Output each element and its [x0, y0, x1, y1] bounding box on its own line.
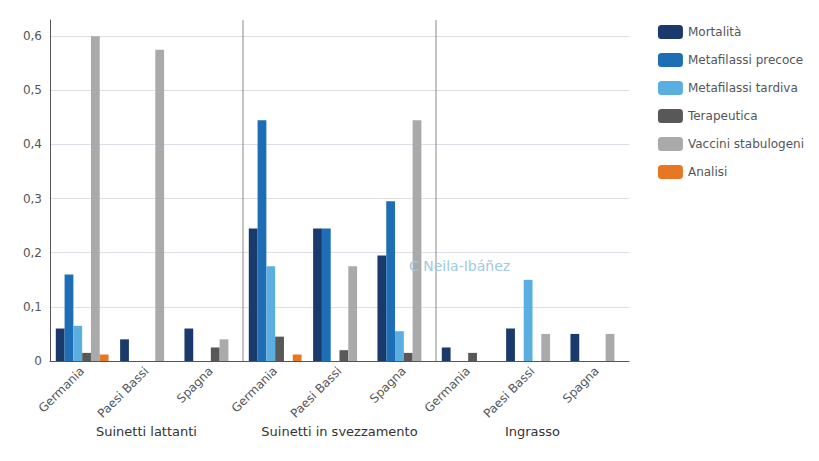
svg-text:Paesi Bassi: Paesi Bassi: [95, 364, 152, 421]
svg-text:Mortalità: Mortalità: [688, 25, 741, 39]
svg-text:C Neila-Ibáñez: C Neila-Ibáñez: [409, 258, 510, 274]
svg-text:0,6: 0,6: [23, 29, 42, 43]
svg-text:0,4: 0,4: [23, 137, 42, 151]
svg-text:Spagna: Spagna: [174, 364, 216, 406]
svg-text:Vaccini stabulogeni: Vaccini stabulogeni: [688, 137, 804, 151]
svg-text:Metafilassi tardiva: Metafilassi tardiva: [688, 81, 798, 95]
svg-text:Spagna: Spagna: [367, 364, 409, 406]
svg-text:Suinetti lattanti: Suinetti lattanti: [96, 424, 197, 439]
svg-text:0,3: 0,3: [23, 192, 42, 206]
svg-text:Ingrasso: Ingrasso: [505, 424, 560, 439]
svg-text:Paesi Bassi: Paesi Bassi: [481, 364, 538, 421]
svg-text:Germania: Germania: [422, 364, 473, 415]
svg-text:Germania: Germania: [229, 364, 280, 415]
svg-text:0: 0: [34, 354, 42, 368]
svg-text:Paesi Bassi: Paesi Bassi: [288, 364, 345, 421]
svg-text:Spagna: Spagna: [560, 364, 602, 406]
svg-text:0,5: 0,5: [23, 83, 42, 97]
svg-text:Terapeutica: Terapeutica: [687, 109, 758, 123]
svg-text:Germania: Germania: [36, 364, 87, 415]
svg-text:Suinetti in svezzamento: Suinetti in svezzamento: [261, 424, 417, 439]
svg-text:0,2: 0,2: [23, 246, 42, 260]
svg-text:Analisi: Analisi: [688, 165, 727, 179]
svg-text:0,1: 0,1: [23, 300, 42, 314]
svg-text:Metafilassi precoce: Metafilassi precoce: [688, 53, 803, 67]
